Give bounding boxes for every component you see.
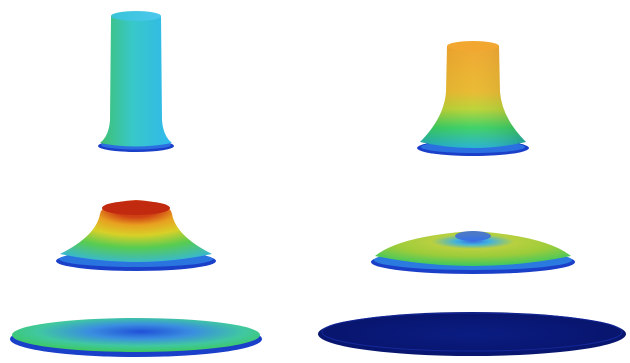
- panel-4-center: [455, 231, 491, 241]
- panel-1-column: [98, 11, 174, 152]
- panel-1-body: [100, 16, 172, 147]
- panel-5-body: [12, 318, 260, 352]
- panel-6-disc: [318, 312, 626, 356]
- panel-1-top: [111, 11, 161, 21]
- panel-4-pancake: [371, 231, 575, 274]
- panel-3-body: [60, 200, 212, 262]
- panel-3-top: [102, 201, 170, 215]
- panel-2-top: [447, 41, 499, 51]
- panel-6-body: [318, 312, 626, 356]
- panel-2-column: [417, 41, 529, 156]
- panel-5-disc: [10, 318, 262, 357]
- panel-4-body: [375, 231, 571, 266]
- panel-3-mound: [56, 200, 216, 271]
